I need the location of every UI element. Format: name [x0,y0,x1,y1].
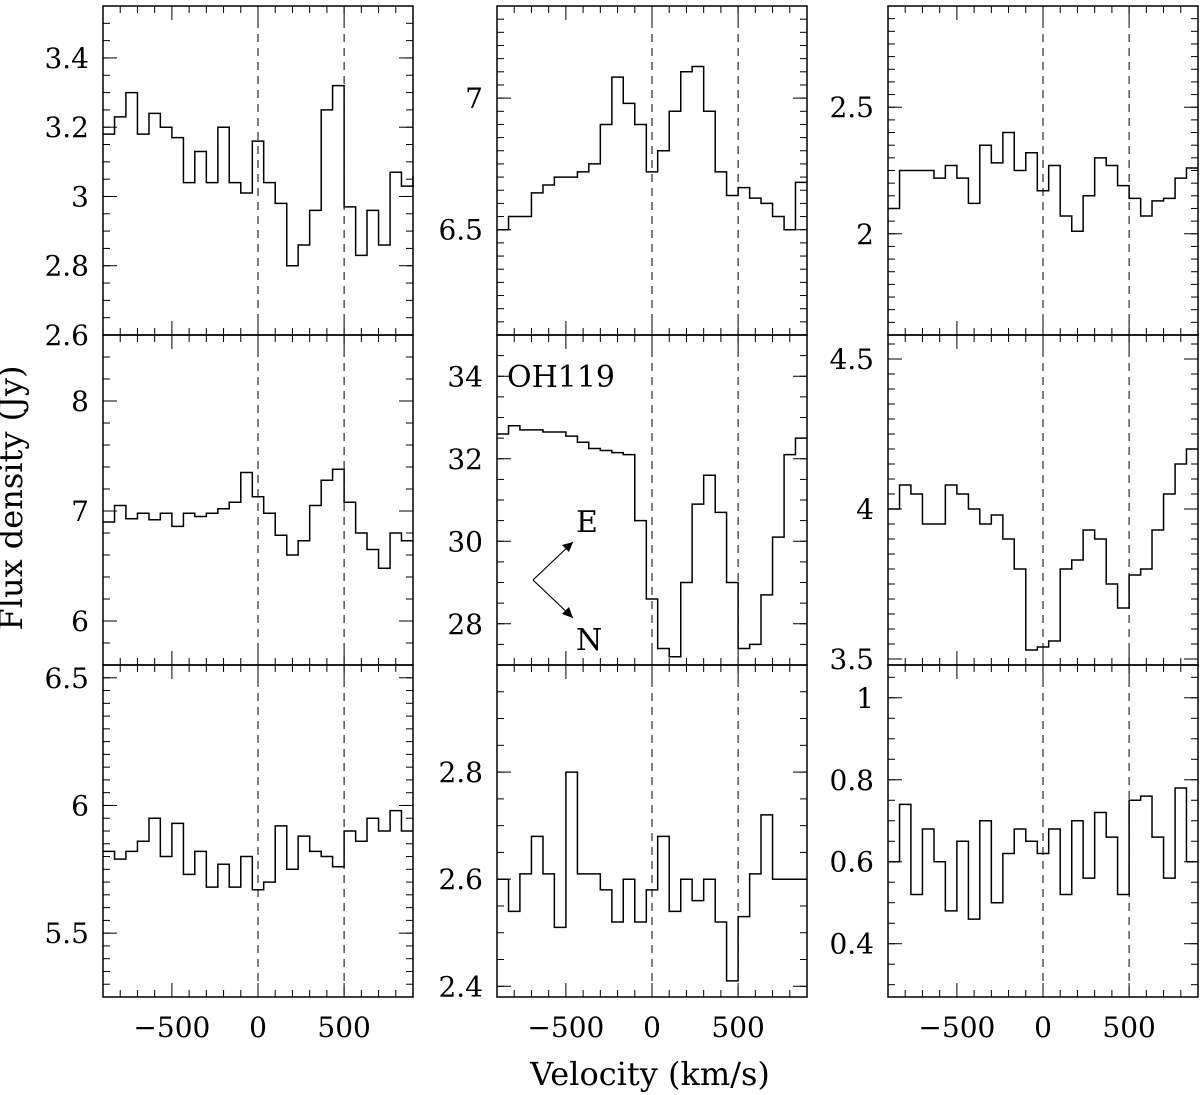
spectrum-panel-7: 5.5 6 6.5 −500 0 500 [44,662,414,1044]
spectrum-panel-2: 6.57 [438,5,808,336]
y-tick-label: 3.5 [829,643,874,676]
y-tick-label: 0.6 [829,846,874,879]
x-tick-label: 500 [711,1011,764,1044]
y-tick-label: 6.5 [44,662,89,695]
spectrum-step-line [497,771,807,982]
spectrum-panel-1: 2.6 2.8 3 3.2 3.4 [44,5,414,352]
y-tick-label: 3.2 [44,111,89,144]
spectrum-step-line [888,131,1198,232]
y-tick-label: 2.6 [438,863,483,896]
y-tick-label: 2.6 [44,319,89,352]
y-tick-label: 2 [856,218,874,251]
spectrum-step-line [888,787,1198,920]
spectrum-panel-6: 3.5 4 4.5 [829,334,1199,676]
spectrum-panel-9: 0.4 0.6 0.8 1 −500 0 500 [829,664,1199,1044]
x-tick-label: −500 [527,1011,604,1044]
y-tick-label: 0.4 [829,928,874,961]
y-tick-label: 6.5 [438,214,483,247]
y-tick-label: 32 [447,443,483,476]
spectrum-panel-4: 6 7 8 [71,334,414,666]
north-arrow-head [562,607,573,618]
y-tick-label: 8 [71,385,89,418]
x-tick-label: 500 [1102,1011,1155,1044]
y-tick-label: 4 [856,493,874,526]
y-tick-label: 30 [447,525,483,558]
north-label: N [576,623,602,658]
spectrum-step-line [103,468,413,569]
source-label: OH119 [507,360,615,395]
x-tick-label: 0 [249,1011,267,1044]
x-tick-label: 0 [1034,1011,1052,1044]
y-tick-label: 6 [71,605,89,638]
y-tick-label: 2.5 [829,91,874,124]
x-tick-label: −500 [918,1011,995,1044]
spectrum-step-line [103,809,413,891]
y-tick-label: 0.8 [829,764,874,797]
y-tick-label: 2.4 [438,970,483,1003]
y-tick-label: 4.5 [829,343,874,376]
spectrum-step-line [103,84,414,267]
y-tick-label: 5.5 [44,917,89,950]
y-tick-label: 6 [71,789,89,822]
spectrum-step-line [888,448,1198,651]
spectrum-panel-3: 22.5 [829,5,1199,336]
spectrum-step-line [497,65,807,231]
spectrum-panel-5: 28 30 32 34 OH119 E N [447,334,808,666]
y-tick-label: 2.8 [44,250,89,283]
x-axis-title: Velocity (km/s) [529,1055,770,1093]
x-tick-label: −500 [133,1011,210,1044]
y-tick-label: 34 [447,360,483,393]
y-tick-label: 7 [465,82,483,115]
y-tick-label: 7 [71,495,89,528]
x-tick-label: 500 [317,1011,370,1044]
y-tick-label: 1 [856,682,874,715]
east-arrow-head [562,542,573,552]
x-tick-label: 0 [643,1011,661,1044]
y-tick-label: 2.8 [438,756,483,789]
y-axis-title: Flux density (Jy) [0,366,30,631]
y-tick-label: 28 [447,608,483,641]
spectrum-step-line [497,425,807,658]
y-tick-label: 3.4 [44,42,89,75]
east-label: E [576,505,598,540]
spectrum-panel-8: 2.4 2.6 2.8 −500 0 500 [438,664,808,1044]
y-tick-label: 3 [71,180,89,213]
